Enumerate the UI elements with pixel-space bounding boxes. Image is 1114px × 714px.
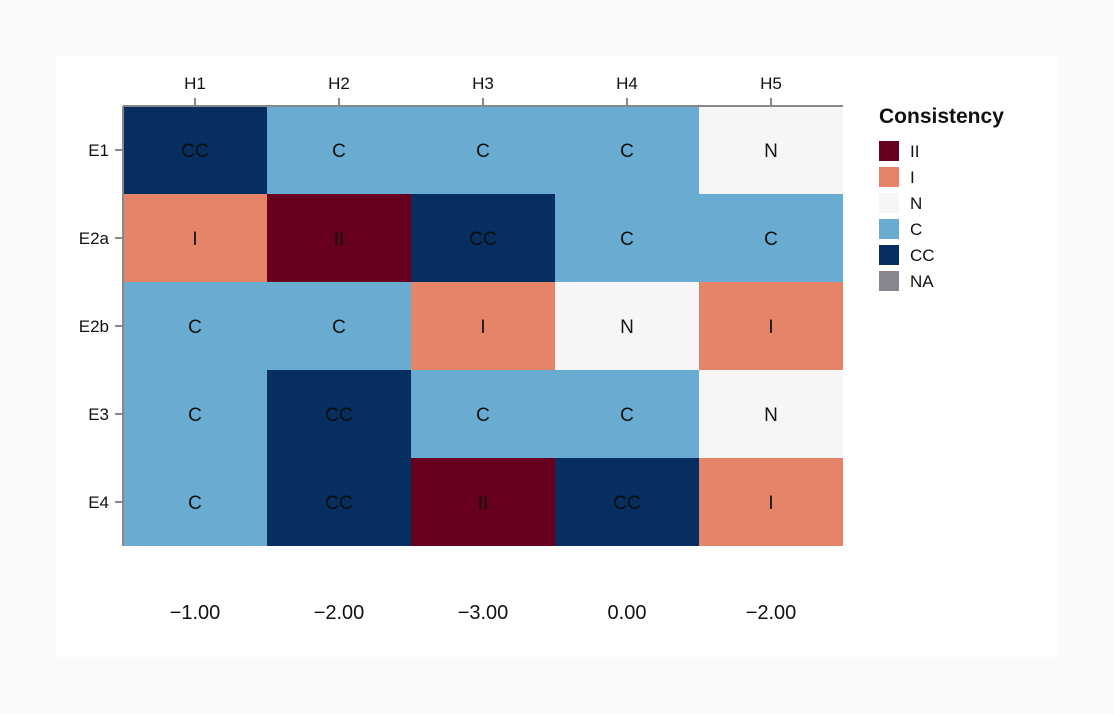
heatmap-cell-e2b-h1 [123,282,267,370]
cell-label: CC [325,405,352,426]
legend-swatch-na [879,271,899,291]
legend-swatch-i [879,167,899,187]
heatmap-cell-e3-h2 [267,370,411,458]
column-score-h2: −2.00 [314,602,365,624]
cell-label: C [332,317,346,338]
heatmap-cell-e1-h3 [411,106,555,194]
cell-label: CC [469,229,496,250]
legend-swatch-n [879,193,899,213]
column-score-h5: −2.00 [746,602,797,624]
column-label-h5: H5 [760,74,782,93]
column-score-h4: 0.00 [608,602,647,624]
heatmap-cell-e2b-h4 [555,282,699,370]
row-label-e1: E1 [88,141,109,160]
cell-label: N [620,317,634,338]
heatmap-cell-e4-h5 [699,458,843,546]
row-label-e3: E3 [88,405,109,424]
heatmap-cell-e1-h2 [267,106,411,194]
heatmap-cell-e4-h3 [411,458,555,546]
legend-label-c: C [910,220,922,239]
legend-swatch-ii [879,141,899,161]
heatmap-cell-e1-h1 [123,106,267,194]
cell-label: C [188,493,202,514]
cell-label: C [476,405,490,426]
cell-label: I [768,493,773,514]
heatmap-cell-e4-h2 [267,458,411,546]
heatmap-cell-e3-h3 [411,370,555,458]
cell-label: C [620,405,634,426]
cell-label: C [476,141,490,162]
legend-title: Consistency [879,105,1004,128]
column-label-h2: H2 [328,74,350,93]
row-label-e4: E4 [88,493,109,512]
cell-label: C [620,229,634,250]
legend-label-n: N [910,194,922,213]
chart-card: CC C C C N I II CC C C C C I N I C CC C C N C CC II CC I H1 H2 H3 H… [56,56,1058,657]
column-label-h3: H3 [472,74,494,93]
cell-label: CC [181,141,208,162]
legend-label-cc: CC [910,246,935,265]
heatmap-cell-e2a-h3 [411,194,555,282]
heatmap-cell-e2b-h5 [699,282,843,370]
row-label-e2a: E2a [79,229,110,248]
heatmap-cell-e3-h5 [699,370,843,458]
heatmap-cell-e1-h4 [555,106,699,194]
heatmap-axes: H1 H2 H3 H4 H5 E1 E2a E2b E3 E4 [79,74,843,546]
heatmap-cell-e4-h4 [555,458,699,546]
heatmap-cell-e2a-h5 [699,194,843,282]
legend-swatch-c [879,219,899,239]
column-score-h1: −1.00 [170,602,221,624]
cell-label: N [764,141,778,162]
heatmap-cell-e3-h1 [123,370,267,458]
column-score-row: −1.00 −2.00 −3.00 0.00 −2.00 [170,602,797,624]
cell-label: I [192,229,197,250]
legend-label-ii: II [910,142,919,161]
cell-label: C [188,405,202,426]
heatmap-cell-e2a-h2 [267,194,411,282]
cell-label: I [480,317,485,338]
cell-label: C [332,141,346,162]
column-label-h4: H4 [616,74,638,93]
heatmap-chart: CC C C C NI II CC C CC C I N IC CC C C NC CC II CC I H1 H2 H3 H… [79,74,1004,624]
cell-label: C [188,317,202,338]
cell-label: II [478,493,489,514]
cell-label: C [764,229,778,250]
heatmap-cells: CC C C C NI II CC C CC C I N IC CC C C NC CC II CC I [123,106,843,546]
heatmap-cell-e4-h1 [123,458,267,546]
heatmap-cell-e2b-h2 [267,282,411,370]
heatmap-cell-e2a-h4 [555,194,699,282]
legend-label-na: NA [910,272,934,291]
cell-label: C [620,141,634,162]
cell-label: I [768,317,773,338]
heatmap-cell-e2b-h3 [411,282,555,370]
heatmap-cell-e3-h4 [555,370,699,458]
heatmap-cell-e1-h5 [699,106,843,194]
cell-label: II [334,229,345,250]
legend-swatch-cc [879,245,899,265]
cell-label: CC [613,493,640,514]
column-score-h3: −3.00 [458,602,509,624]
heatmap-cell-e2a-h1 [123,194,267,282]
legend-label-i: I [910,168,915,187]
row-label-e2b: E2b [79,317,109,336]
cell-label: N [764,405,778,426]
cell-label: CC [325,493,352,514]
column-label-h1: H1 [184,74,206,93]
